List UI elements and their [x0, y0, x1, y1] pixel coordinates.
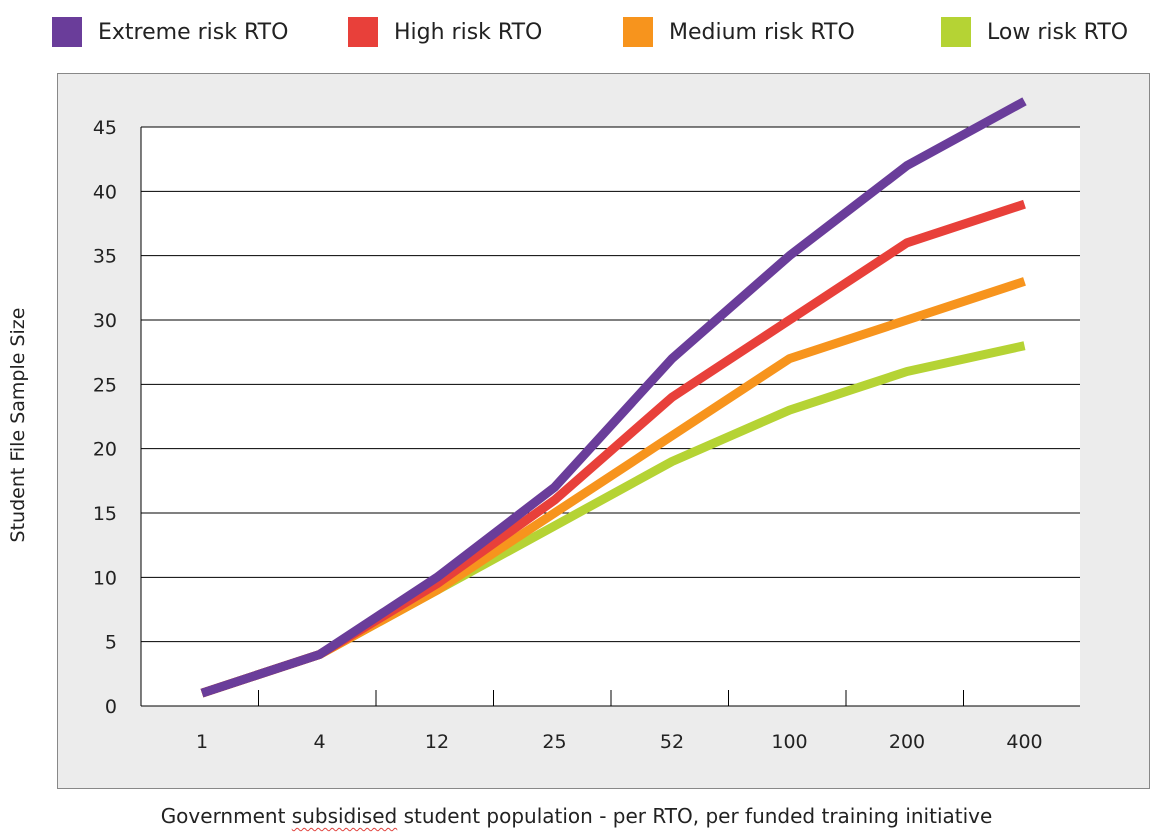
series-line-extreme-risk-rto	[200, 97, 1027, 698]
x-axis-label-part-3: student population - per RTO, per funded…	[397, 804, 993, 828]
y-tick-label: 20	[93, 439, 117, 461]
line-chart: 0 5 10 15 20 25 30 35 40 45 1 4 12 25 52 100 200 400	[93, 97, 1080, 753]
x-axis-label-part-1: Government	[160, 804, 292, 828]
legend-item-extreme: Extreme risk RTO	[52, 14, 288, 50]
x-tick-label: 1	[196, 731, 208, 753]
y-tick-label: 5	[105, 632, 117, 654]
x-tick-label: 12	[425, 731, 449, 753]
y-tick-label: 15	[93, 503, 117, 525]
x-tick-label: 52	[660, 731, 684, 753]
y-tick-label: 45	[93, 117, 117, 139]
legend-label-extreme: Extreme risk RTO	[98, 19, 289, 45]
legend-label-medium: Medium risk RTO	[669, 19, 855, 45]
legend-swatch-extreme	[52, 17, 82, 47]
legend-swatch-medium	[623, 17, 653, 47]
x-tick-label: 400	[1006, 731, 1042, 753]
legend-swatch-high	[348, 17, 378, 47]
legend-label-high: High risk RTO	[394, 19, 543, 45]
y-tick-label: 35	[93, 246, 117, 268]
legend-swatch-low	[941, 17, 971, 47]
x-axis-label-part-2: subsidised	[291, 804, 398, 828]
y-axis-label: Student File Sample Size	[7, 307, 29, 543]
legend-item-low: Low risk RTO	[941, 14, 1128, 50]
y-tick-label: 10	[93, 567, 117, 589]
x-tick-label: 4	[313, 731, 325, 753]
y-tick-label: 40	[93, 181, 117, 203]
x-tick-label: 100	[771, 731, 807, 753]
legend-label-low: Low risk RTO	[987, 19, 1129, 45]
y-tick-label: 30	[93, 310, 117, 332]
chart-frame: 0 5 10 15 20 25 30 35 40 45 1 4 12 25 52 100 200 400	[57, 73, 1150, 789]
x-tick-label: 200	[889, 731, 925, 753]
chart-legend: Extreme risk RTO High risk RTO Medium ri…	[0, 14, 1153, 54]
legend-item-high: High risk RTO	[348, 14, 542, 50]
y-tick-label: 0	[105, 696, 117, 718]
y-tick-label: 25	[93, 374, 117, 396]
plot-area	[141, 127, 1080, 706]
legend-item-medium: Medium risk RTO	[623, 14, 855, 50]
x-axis-label: Government subsidised student population…	[0, 804, 1153, 828]
x-tick-label: 25	[542, 731, 566, 753]
